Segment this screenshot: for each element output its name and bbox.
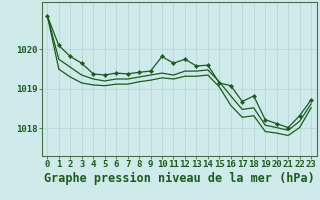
X-axis label: Graphe pression niveau de la mer (hPa): Graphe pression niveau de la mer (hPa) (44, 172, 315, 185)
